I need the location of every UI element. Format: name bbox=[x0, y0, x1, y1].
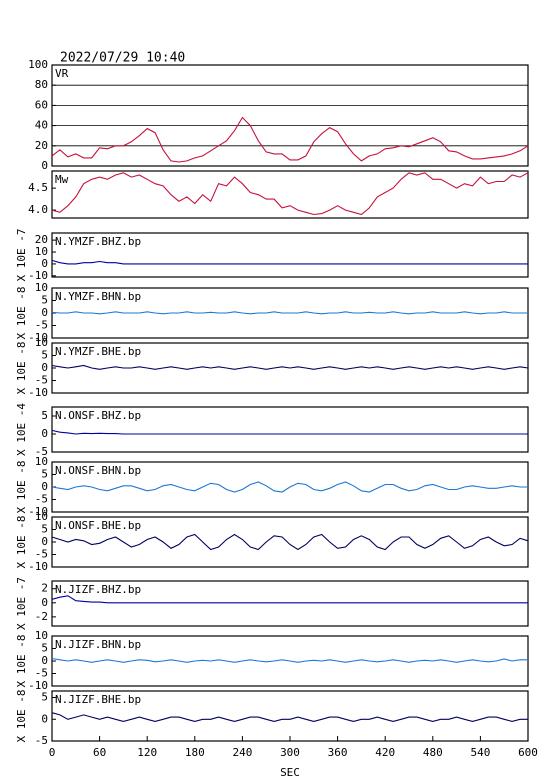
panel-label: N.YMZF.BHE.bp bbox=[55, 345, 141, 358]
y-axis-label: X 10E -8 bbox=[15, 635, 28, 688]
y-tick-label: 5 bbox=[41, 468, 48, 481]
y-axis-label: X 10E -7 bbox=[15, 229, 28, 282]
x-tick-label: 420 bbox=[375, 746, 395, 759]
panel-label: N.JIZF.BHE.bp bbox=[55, 693, 141, 706]
panel-label: N.JIZF.BHZ.bp bbox=[55, 583, 141, 596]
y-tick-label: 20 bbox=[35, 233, 48, 246]
panel-label: N.ONSF.BHZ.bp bbox=[55, 409, 141, 422]
y-tick-label: 5 bbox=[41, 409, 48, 422]
y-tick-label: 5 bbox=[41, 642, 48, 655]
panel-frame bbox=[51, 232, 529, 278]
y-axis-label: X 10E -4 bbox=[15, 403, 28, 456]
x-tick-label: 540 bbox=[470, 746, 490, 759]
y-tick-label: -5 bbox=[35, 445, 48, 458]
x-tick-label: 0 bbox=[49, 746, 56, 759]
y-axis-label: X 10E -8 bbox=[15, 287, 28, 340]
panel-frame bbox=[51, 580, 529, 627]
y-tick-label: 10 bbox=[35, 455, 48, 468]
panel-label: N.YMZF.BHN.bp bbox=[55, 290, 141, 303]
trace bbox=[51, 429, 528, 435]
y-tick-label: -5 bbox=[35, 319, 48, 332]
y-tick-label: 100 bbox=[28, 58, 48, 71]
trace bbox=[51, 364, 529, 370]
y-tick-label: 10 bbox=[35, 336, 48, 349]
panel-frame bbox=[51, 170, 529, 219]
x-tick-label: 360 bbox=[328, 746, 348, 759]
y-tick-label: 0 bbox=[41, 712, 48, 725]
y-tick-label: 60 bbox=[35, 98, 48, 111]
y-tick-label: 10 bbox=[35, 245, 48, 258]
y-tick-label: -5 bbox=[35, 548, 48, 561]
y-tick-label: -5 bbox=[35, 493, 48, 506]
y-axis-label: X 10E -8 bbox=[15, 461, 28, 514]
y-tick-label: 10 bbox=[35, 510, 48, 523]
y-tick-label: 5 bbox=[41, 523, 48, 536]
y-axis-label: X 10E -8 bbox=[15, 516, 28, 569]
panel-label: Mw bbox=[55, 173, 69, 186]
x-tick-label: 60 bbox=[93, 746, 106, 759]
y-axis-label: X 10E -8 bbox=[15, 342, 28, 395]
y-tick-label: 80 bbox=[35, 78, 48, 91]
y-tick-label: 20 bbox=[35, 139, 48, 152]
y-tick-label: -10 bbox=[28, 560, 48, 573]
x-tick-label: 240 bbox=[232, 746, 252, 759]
panel-frame bbox=[51, 64, 529, 167]
y-tick-label: 0 bbox=[41, 159, 48, 172]
y-tick-label: 0 bbox=[41, 257, 48, 270]
y-tick-label: 5 bbox=[41, 294, 48, 307]
y-tick-label: 10 bbox=[35, 629, 48, 642]
trace bbox=[51, 712, 528, 722]
y-tick-label: 0 bbox=[41, 654, 48, 667]
y-tick-label: -2 bbox=[35, 610, 48, 623]
x-tick-label: 600 bbox=[518, 746, 538, 759]
x-tick-label: 480 bbox=[423, 746, 443, 759]
y-tick-label: 4.5 bbox=[28, 181, 48, 194]
y-tick-label: 0 bbox=[41, 361, 48, 374]
trace bbox=[51, 481, 528, 493]
trace bbox=[51, 259, 528, 265]
y-tick-label: 0 bbox=[41, 596, 48, 609]
trace bbox=[51, 533, 529, 551]
timestamp: 2022/07/29 10:40 bbox=[60, 51, 185, 66]
y-tick-label: -10 bbox=[28, 331, 48, 344]
trace bbox=[51, 595, 528, 604]
y-tick-label: 4.0 bbox=[28, 203, 48, 216]
x-tick-label: 180 bbox=[185, 746, 205, 759]
y-tick-label: -5 bbox=[35, 734, 48, 747]
y-tick-label: 5 bbox=[41, 349, 48, 362]
panel-frame bbox=[51, 406, 529, 453]
panel-label: VR bbox=[55, 67, 69, 80]
x-tick-label: 300 bbox=[280, 746, 300, 759]
trace bbox=[51, 311, 528, 315]
y-tick-label: -10 bbox=[28, 386, 48, 399]
panel-label: N.ONSF.BHE.bp bbox=[55, 519, 141, 532]
y-tick-label: 0 bbox=[41, 480, 48, 493]
y-tick-label: 40 bbox=[35, 119, 48, 132]
trace bbox=[51, 657, 528, 663]
y-tick-label: 0 bbox=[41, 306, 48, 319]
panel-label: N.JIZF.BHN.bp bbox=[55, 638, 141, 651]
y-tick-label: 5 bbox=[41, 691, 48, 704]
y-tick-label: -10 bbox=[28, 679, 48, 692]
y-tick-label: 0 bbox=[41, 535, 48, 548]
trace bbox=[51, 172, 529, 216]
trace bbox=[51, 116, 529, 163]
y-tick-label: -5 bbox=[35, 667, 48, 680]
x-axis-label: SEC bbox=[280, 766, 300, 779]
y-tick-label: -5 bbox=[35, 374, 48, 387]
y-tick-label: 0 bbox=[41, 427, 48, 440]
panel-label: N.YMZF.BHZ.bp bbox=[55, 235, 141, 248]
y-tick-label: -10 bbox=[28, 505, 48, 518]
y-tick-label: -10 bbox=[28, 269, 48, 282]
y-axis-label: X 10E -7 bbox=[15, 577, 28, 630]
y-tick-label: 2 bbox=[41, 582, 48, 595]
y-axis-label: X 10E -8 bbox=[15, 690, 28, 743]
x-tick-label: 120 bbox=[137, 746, 157, 759]
y-tick-label: 10 bbox=[35, 281, 48, 294]
panel-label: N.ONSF.BHN.bp bbox=[55, 464, 141, 477]
